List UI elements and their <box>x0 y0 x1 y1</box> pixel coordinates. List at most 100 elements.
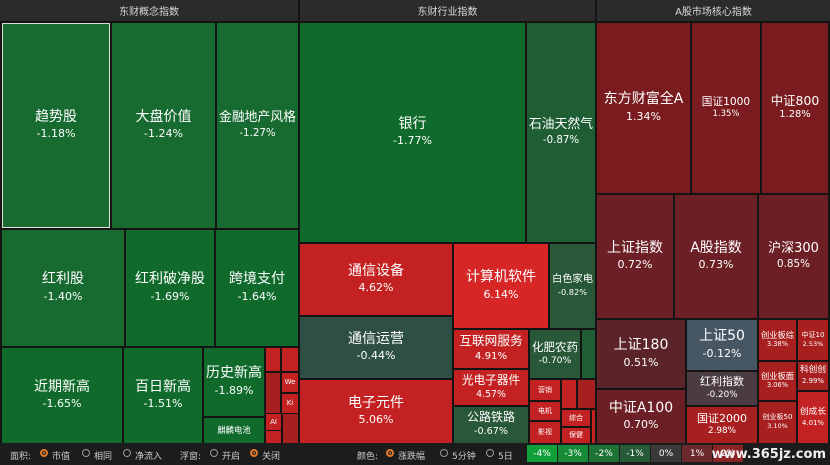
tile[interactable]: 中证800 1.28% <box>762 23 828 193</box>
option[interactable]: 市值 <box>52 452 71 462</box>
option[interactable]: 净流入 <box>135 452 163 462</box>
tile <box>592 410 595 443</box>
tile[interactable]: 电机 <box>530 402 560 420</box>
tile-name: We <box>284 378 296 387</box>
tile[interactable]: 上证180 0.51% <box>597 320 685 388</box>
tile-change: 4.01% <box>802 418 824 427</box>
label: 颜色: <box>357 452 379 462</box>
tile-name: 保健 <box>569 431 583 440</box>
tile <box>562 380 576 408</box>
tile[interactable]: 东方财富全A 1.34% <box>597 23 690 193</box>
tile-change: -1.77% <box>393 134 432 147</box>
tile[interactable]: 红利股 -1.40% <box>2 230 124 346</box>
tile-change: -1.51% <box>143 397 183 410</box>
radio[interactable] <box>82 449 90 457</box>
option[interactable]: 关闭 <box>262 452 281 462</box>
tile[interactable]: 银行 -1.77% <box>300 23 525 242</box>
tile-change: 3.38% <box>767 340 788 349</box>
tile[interactable]: 公路铁路 -0.67% <box>454 407 528 443</box>
tile[interactable]: 影视 <box>530 422 560 443</box>
tile-name: 银行 <box>398 115 427 132</box>
tile[interactable]: 中证10 2.53% <box>798 320 828 360</box>
tile[interactable]: We <box>282 373 298 392</box>
tile[interactable]: 红利指数 -0.20% <box>687 372 757 405</box>
tile-name: 中证A100 <box>608 399 674 416</box>
tile[interactable]: 近期新高 -1.65% <box>2 348 122 443</box>
tile-name: 创业板综 <box>761 329 794 340</box>
tile-name: 趋势股 <box>35 108 77 125</box>
tile[interactable]: 跨境支付 -1.64% <box>216 230 298 346</box>
tile[interactable]: 通信运营 -0.44% <box>300 317 452 378</box>
tile-change: 0.51% <box>623 355 659 369</box>
tile[interactable]: 红利破净股 -1.69% <box>126 230 214 346</box>
tile[interactable]: 综合 <box>562 410 590 426</box>
tile-name: 电机 <box>538 406 552 415</box>
tile-name: 电子元件 <box>348 394 404 411</box>
tile-name: 上证50 <box>699 328 745 344</box>
tile[interactable]: 上证指数 0.72% <box>597 195 673 318</box>
tile[interactable]: Ki <box>282 394 298 413</box>
tile[interactable]: 白色家电 -0.82% <box>550 244 595 328</box>
toolbar: 面积: 市值 相同 净流入 浮窗: 开启 关闭 颜色: 涨跌幅 5分钟 5日 -… <box>0 443 830 465</box>
tile-change: 0.72% <box>617 258 653 271</box>
option[interactable]: 涨跌幅 <box>398 452 426 462</box>
tile[interactable]: 上证50 -0.12% <box>687 320 757 370</box>
option[interactable]: 5日 <box>498 452 513 462</box>
tile[interactable]: 光电子器件 4.57% <box>454 370 528 405</box>
tile-change: 2.99% <box>802 377 824 386</box>
label: 浮窗: <box>180 452 202 462</box>
tile[interactable]: 创业板50 3.10% <box>759 402 796 443</box>
tile[interactable]: A股指数 0.73% <box>675 195 757 318</box>
tile-change: 3.10% <box>767 422 788 430</box>
tile[interactable]: 电子元件 5.06% <box>300 380 452 443</box>
tile[interactable]: 趋势股 -1.18% <box>2 23 110 228</box>
option[interactable]: 开启 <box>222 452 241 462</box>
tile[interactable]: 国证1000 1.35% <box>692 23 760 193</box>
tile[interactable]: 化肥农药 -0.70% <box>530 330 580 378</box>
tile-name: 综合 <box>569 413 583 422</box>
tile[interactable]: 国证2000 2.98% <box>687 407 757 443</box>
tile[interactable]: 麒麟电池 <box>204 418 264 443</box>
tile[interactable]: 历史新高 -1.89% <box>204 348 264 416</box>
radio[interactable] <box>40 449 48 457</box>
tile[interactable]: 保健 <box>562 428 590 443</box>
radio[interactable] <box>250 449 258 457</box>
tile <box>582 330 595 378</box>
tile-name: 百日新高 <box>135 378 191 395</box>
tile-change: 4.62% <box>358 281 394 294</box>
tile-name: 金融地产风格 <box>219 109 296 125</box>
tile[interactable]: 计算机软件 6.14% <box>454 244 548 328</box>
tile-change: -1.65% <box>42 397 82 410</box>
tile[interactable]: 沪深300 0.85% <box>759 195 828 318</box>
radio[interactable] <box>386 449 394 457</box>
radio[interactable] <box>210 449 218 457</box>
tile-name: 上证180 <box>613 337 669 353</box>
tile[interactable]: 金融地产风格 -1.27% <box>217 23 298 228</box>
radio[interactable] <box>486 449 494 457</box>
tile[interactable]: 创成长 4.01% <box>798 392 828 443</box>
option[interactable]: 相同 <box>94 452 113 462</box>
tile-change: -0.70% <box>538 355 572 367</box>
radio[interactable] <box>440 449 448 457</box>
panel-title: A股市场核心指数 <box>597 0 830 21</box>
option[interactable]: 5分钟 <box>452 452 476 462</box>
tile[interactable]: 创业板综 3.38% <box>759 320 796 360</box>
tile[interactable]: 大盘价值 -1.24% <box>112 23 215 228</box>
tile-name: 创成长 <box>800 406 826 417</box>
tile[interactable]: 营销 <box>530 380 560 400</box>
tile-change: -1.27% <box>239 126 276 139</box>
tile[interactable]: AI <box>266 414 281 430</box>
tile-change: 0.70% <box>623 418 659 431</box>
tile-change: -1.69% <box>150 289 190 303</box>
tile[interactable]: 互联网服务 4.91% <box>454 330 528 368</box>
legend-item: -1% <box>620 445 650 462</box>
radio[interactable] <box>123 449 131 457</box>
tile[interactable]: 百日新高 -1.51% <box>124 348 202 443</box>
tile[interactable]: 通信设备 4.62% <box>300 244 452 315</box>
tile-name: 跨境支付 <box>229 271 285 287</box>
tile[interactable]: 创业板面 3.06% <box>759 362 796 400</box>
tile[interactable]: 中证A100 0.70% <box>597 390 685 443</box>
tile[interactable]: 石油天然气 -0.87% <box>527 23 595 242</box>
tile[interactable]: 科创创 2.99% <box>798 362 828 390</box>
